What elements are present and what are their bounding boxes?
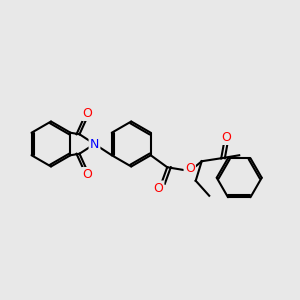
Text: O: O (82, 168, 92, 181)
Text: O: O (185, 162, 195, 175)
Text: O: O (221, 131, 231, 144)
Text: O: O (153, 182, 163, 195)
Text: N: N (90, 137, 99, 151)
Text: O: O (82, 107, 92, 120)
